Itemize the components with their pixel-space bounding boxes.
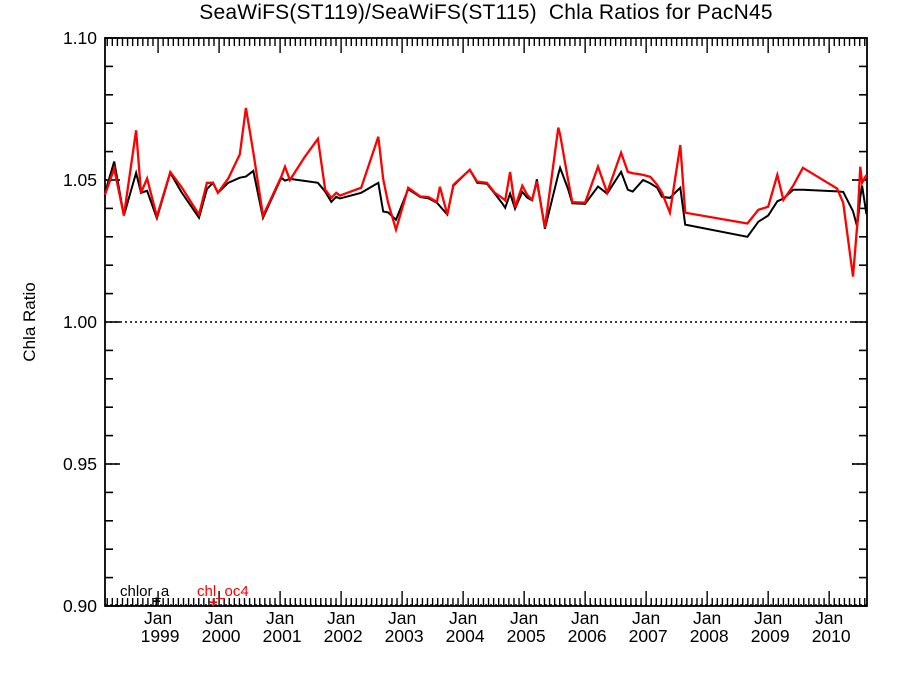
x-tick-label-month: Jan [327, 608, 355, 628]
y-tick-label: 0.90 [63, 596, 97, 616]
x-tick-label-year: 2000 [202, 626, 241, 646]
x-tick-label-year: 1999 [141, 626, 180, 646]
y-tick-label: 1.10 [63, 28, 97, 48]
x-tick-label-year: 2002 [324, 626, 363, 646]
x-tick-label-month: Jan [510, 608, 538, 628]
x-tick-label-year: 2001 [263, 626, 302, 646]
x-tick-label-month: Jan [266, 608, 294, 628]
plus-marker-red-icon: + [209, 594, 218, 611]
x-tick-label-month: Jan [632, 608, 660, 628]
x-tick-label-year: 2010 [812, 626, 851, 646]
x-tick-label-year: 2007 [629, 626, 668, 646]
x-tick-label-month: Jan [388, 608, 416, 628]
x-tick-label-year: 2008 [690, 626, 729, 646]
x-tick-label-month: Jan [205, 608, 233, 628]
x-tick-label-month: Jan [754, 608, 782, 628]
y-tick-label: 0.95 [63, 454, 97, 474]
x-tick-label-year: 2005 [507, 626, 546, 646]
x-tick-label-year: 2006 [568, 626, 607, 646]
y-tick-label: 1.05 [63, 170, 97, 190]
x-tick-label-month: Jan [571, 608, 599, 628]
x-tick-label-month: Jan [815, 608, 843, 628]
x-tick-label-year: 2009 [751, 626, 790, 646]
chart-title: SeaWiFS(ST119)/SeaWiFS(ST115) Chla Ratio… [199, 1, 773, 24]
legend-label-chl-oc4: chl_oc4 [197, 583, 249, 600]
series-line-chl_oc4 [103, 107, 868, 277]
x-tick-label-year: 2004 [446, 626, 485, 646]
x-tick-label-month: Jan [449, 608, 477, 628]
series-line-chlor_a [104, 161, 868, 238]
x-tick-label-month: Jan [693, 608, 721, 628]
x-tick-label-year: 2003 [385, 626, 424, 646]
legend-label-chlor-a: chlor_a [120, 583, 170, 600]
y-tick-label: 1.00 [63, 312, 97, 332]
x-tick-label-month: Jan [144, 608, 172, 628]
plus-marker-black-icon: + [152, 593, 161, 610]
